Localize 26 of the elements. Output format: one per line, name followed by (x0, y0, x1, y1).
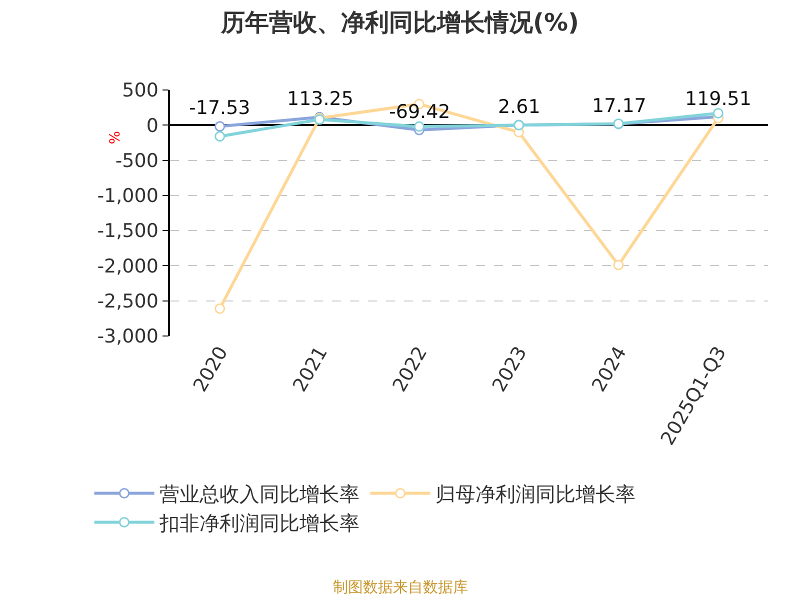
y-tick-label: 500 (122, 80, 158, 102)
point (214, 121, 226, 132)
data-label: 119.51 (685, 88, 752, 110)
y-tick-label: -1,000 (97, 185, 158, 208)
data-label: -69.42 (389, 101, 450, 123)
y-axis-title: % (108, 130, 124, 144)
point (214, 303, 226, 314)
y-tick-label: -3,000 (97, 326, 158, 348)
y-tick-label: -2,000 (97, 255, 158, 278)
y-tick-label: 0 (146, 114, 158, 137)
data-label: -17.53 (189, 97, 250, 119)
point (613, 260, 624, 270)
legend-label: 营业总收入同比增长率 (159, 482, 360, 506)
y-tick-label: -1,500 (97, 220, 158, 242)
point (214, 131, 226, 142)
data-label: 2.61 (498, 96, 540, 118)
point (712, 108, 724, 118)
y-tick-label: -2,500 (97, 290, 158, 313)
data-label: 17.17 (592, 95, 646, 117)
legend-label: 归母净利润同比增长率 (435, 482, 636, 506)
chart-title: 历年营收、净利同比增长情况(%) (220, 8, 579, 37)
data-label: 113.25 (287, 88, 354, 110)
text: 制图数据来自数据库 (333, 578, 468, 596)
legend-label: 扣非净利润同比增长率 (158, 511, 360, 536)
y-tick-label: -500 (115, 150, 158, 172)
point (414, 121, 424, 132)
